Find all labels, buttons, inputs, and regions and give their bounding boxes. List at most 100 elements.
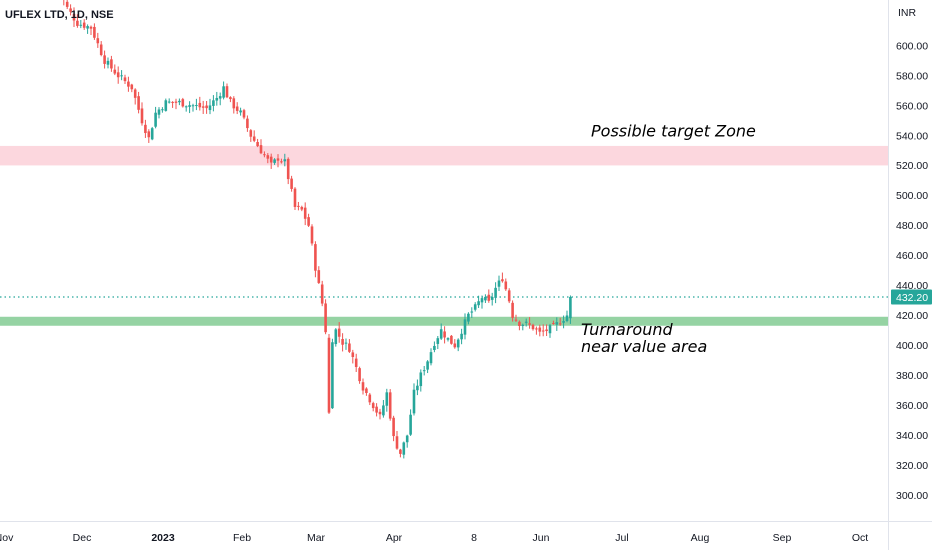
candle-body [96, 38, 100, 44]
candle-body [541, 330, 545, 332]
annotation-turnaround-line2: near value area [581, 337, 707, 356]
candle-body [116, 72, 120, 78]
candle-body [283, 159, 287, 162]
candle-body [218, 96, 222, 99]
y-tick-label: 500.00 [896, 190, 928, 202]
candle-body [171, 101, 174, 103]
candle-body [181, 99, 185, 107]
candle-body [324, 303, 327, 333]
y-axis[interactable]: 600.00 580.00 560.00 540.00 520.00 500.00 480.… [891, 40, 932, 502]
candle-body [548, 325, 552, 334]
y-tick-label: 600.00 [896, 40, 928, 52]
candle-body [222, 86, 225, 98]
candle-body [501, 279, 504, 282]
candle-body [409, 414, 412, 435]
candle-body [65, 1, 69, 7]
candle-body [286, 158, 290, 180]
candle-body [290, 178, 293, 189]
candle-body [161, 109, 164, 111]
candle-body [392, 417, 395, 437]
y-tick-label: 420.00 [896, 310, 928, 322]
candle-body [460, 333, 463, 340]
candle-body [167, 101, 171, 103]
x-tick-label: Apr [386, 532, 403, 544]
candle-body [256, 142, 259, 147]
value-zone [0, 316, 888, 326]
candle-body [150, 128, 154, 140]
candle-body [99, 44, 103, 56]
candle-body [385, 392, 389, 406]
candle-body [137, 96, 140, 110]
candle-body [497, 280, 501, 287]
candle-body [144, 124, 147, 134]
y-tick-label: 340.00 [896, 430, 928, 442]
candle-body [450, 335, 453, 344]
y-tick-label: 520.00 [896, 160, 928, 172]
candle-body [569, 296, 572, 319]
candle-body [307, 217, 310, 226]
candle-body [456, 339, 460, 348]
candle-body [511, 302, 514, 318]
currency-label: INR [898, 7, 917, 19]
candle-body [127, 81, 130, 87]
candle-body [229, 97, 232, 100]
candle-body [480, 298, 484, 303]
candle-body [371, 403, 375, 409]
x-tick-label: Oct [852, 532, 868, 544]
candle-body [106, 60, 110, 65]
candle-body [198, 102, 202, 108]
candle-body [133, 89, 137, 98]
x-tick-label: 2023 [151, 532, 175, 544]
candle-body [558, 323, 562, 325]
candle-body [433, 345, 436, 350]
candle-body [507, 290, 511, 302]
candle-body [113, 69, 117, 74]
candle-body [545, 329, 548, 332]
candle-body [242, 110, 246, 118]
candle-body [266, 155, 270, 159]
candle-body [514, 319, 518, 321]
candle-body [341, 338, 344, 345]
candle-body [147, 131, 151, 138]
candle-body [76, 20, 79, 26]
candle-body [188, 105, 191, 107]
candle-body [208, 105, 212, 111]
candle-body [269, 156, 273, 163]
candle-body [103, 55, 106, 64]
x-tick-label: Feb [233, 532, 251, 544]
x-tick-label: Dec [73, 532, 92, 544]
candle-body [79, 24, 83, 26]
candle-body [297, 205, 300, 207]
candle-body [263, 154, 266, 156]
candle-body [422, 370, 426, 372]
candle-body [120, 75, 123, 77]
candle-body [235, 106, 239, 111]
symbol-title: UFLEX LTD, 1D, NSE [5, 9, 114, 21]
candle-body [69, 8, 72, 12]
x-tick-label: Aug [691, 532, 710, 544]
annotation-turnaround-line1: Turnaround [581, 320, 673, 339]
candle-body [477, 301, 480, 306]
candle-body [531, 324, 535, 330]
candle-body [351, 352, 355, 357]
candle-body [382, 405, 385, 416]
candle-body [86, 26, 89, 29]
candle-body [453, 343, 457, 348]
y-tick-label: 580.00 [896, 70, 928, 82]
candle-body [276, 158, 280, 161]
candle-body [405, 435, 409, 443]
candle-body [446, 338, 450, 340]
candles-layer [63, 0, 572, 459]
candle-body [467, 313, 470, 322]
candle-body [123, 77, 127, 82]
candle-body [388, 392, 392, 419]
candle-body [368, 394, 372, 403]
candle-body [348, 343, 351, 352]
candle-body [344, 342, 348, 344]
zones-layer [0, 145, 888, 326]
x-axis[interactable]: Nov Dec 2023 Feb Mar Apr 8 Jun Jul Aug Sep Oct [0, 532, 868, 544]
candle-body [225, 86, 229, 98]
candle-body [494, 287, 497, 298]
candle-body [320, 284, 324, 304]
